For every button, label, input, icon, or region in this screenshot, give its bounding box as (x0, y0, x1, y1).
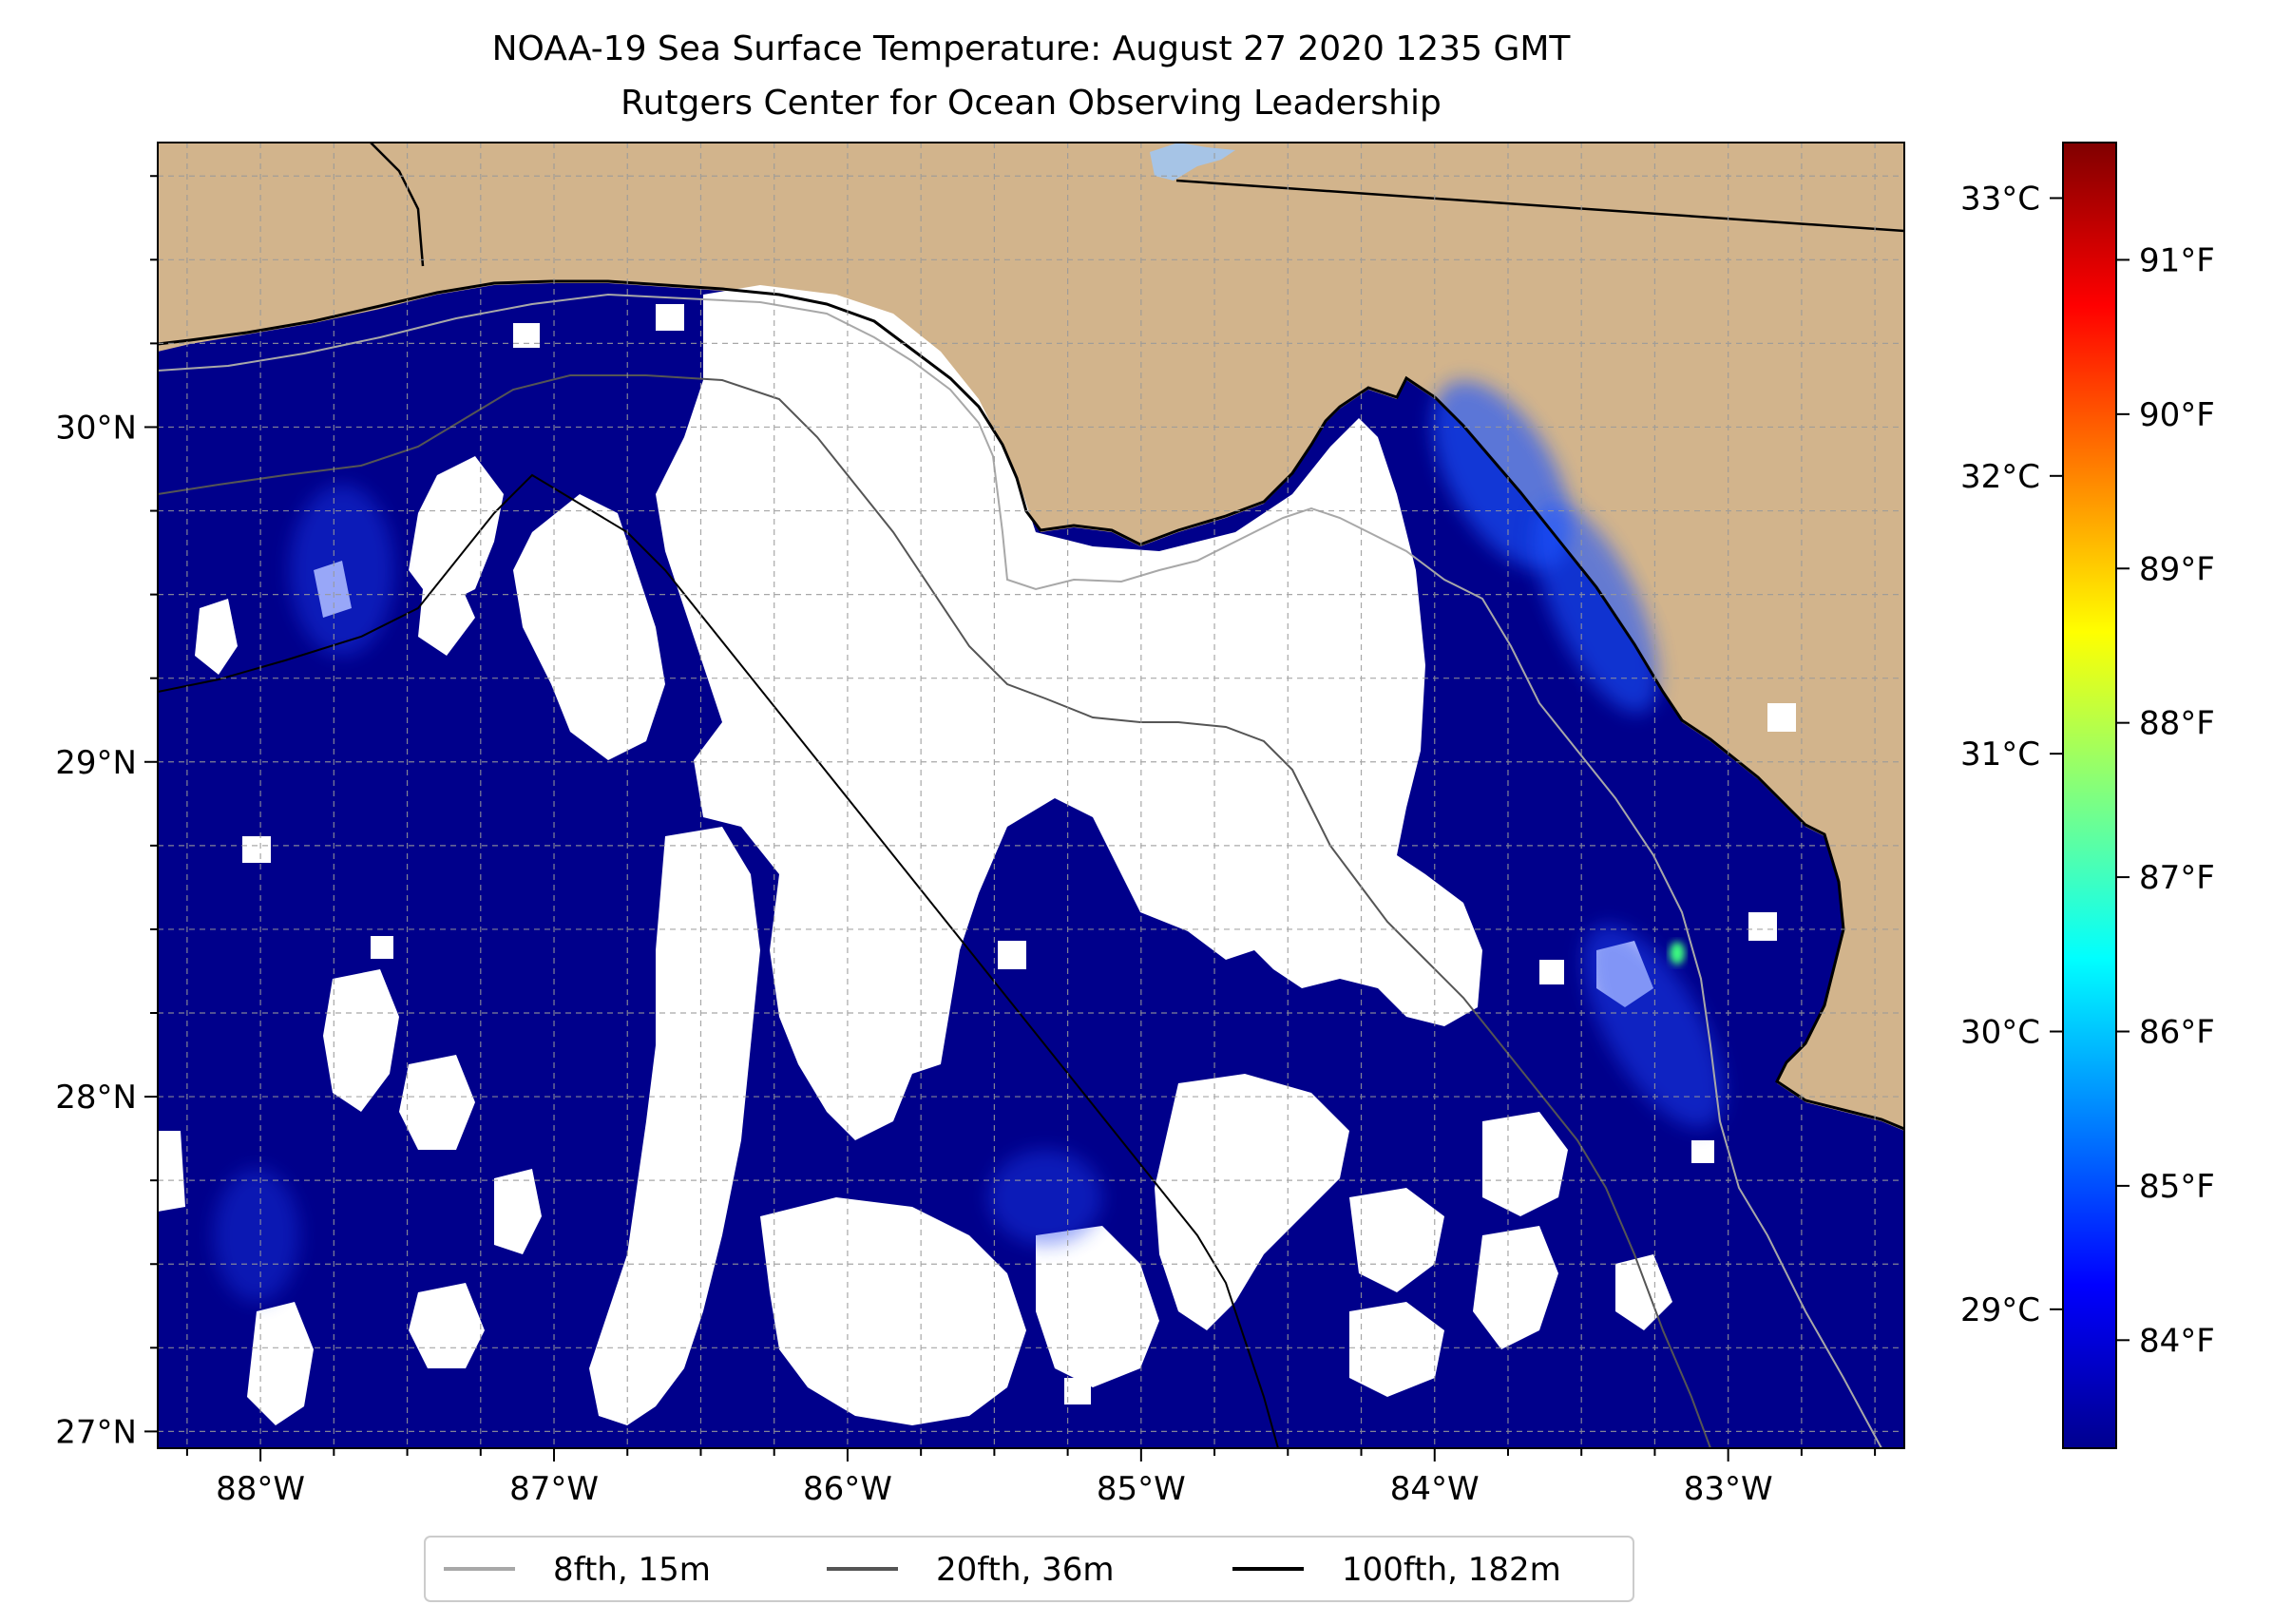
celsius-tick-label: 32°C (1960, 458, 2040, 496)
map-frame (157, 142, 1905, 1449)
fahrenheit-tick-label: 89°F (2139, 550, 2215, 588)
fahrenheit-tick-label: 88°F (2139, 705, 2215, 743)
lon-tick-label: 86°W (803, 1470, 892, 1508)
colorbar: 29°C 30°C 31°C 32°C 33°C 84°F 85°F 86°F 87°F 88°… (1960, 142, 2215, 1449)
lon-tick-label: 83°W (1684, 1470, 1773, 1508)
colorbar-fahrenheit-axis: 84°F 85°F 86°F 87°F 88°F 89°F 90°F 91°F (2116, 241, 2215, 1360)
political-borders (370, 143, 1904, 267)
legend-label-8fth: 8fth, 15m (553, 1551, 711, 1589)
isobath-20fth (158, 374, 1711, 1448)
legend-label-20fth: 20fth, 36m (936, 1551, 1115, 1589)
warm-water-highlights (214, 380, 1724, 1302)
legend-label-100fth: 100fth, 182m (1342, 1551, 1561, 1589)
lon-tick-label: 85°W (1097, 1470, 1186, 1508)
longitude-axis: 88°W 87°W 86°W 85°W 84°W 83°W (185, 1448, 1877, 1508)
latitude-axis: 27°N 28°N 29°N 30°N (55, 175, 158, 1451)
colorbar-celsius-axis: 29°C 30°C 31°C 32°C 33°C (1960, 180, 2063, 1329)
celsius-tick-label: 31°C (1960, 736, 2040, 774)
celsius-tick-label: 30°C (1960, 1013, 2040, 1051)
lon-tick-label: 87°W (509, 1470, 599, 1508)
isobath-8fth (158, 293, 1882, 1448)
gridlines (158, 143, 1904, 1448)
chart-title-line1: NOAA-19 Sea Surface Temperature: August … (492, 29, 1572, 68)
legend: 8fth, 15m 20fth, 36m 100fth, 182m (424, 1536, 1634, 1602)
fahrenheit-tick-label: 84°F (2139, 1322, 2215, 1360)
colorbar-gradient (2062, 142, 2117, 1449)
celsius-tick-label: 29°C (1960, 1291, 2040, 1329)
fahrenheit-tick-label: 91°F (2139, 241, 2215, 279)
fahrenheit-tick-label: 90°F (2139, 396, 2215, 434)
fahrenheit-tick-label: 85°F (2139, 1168, 2215, 1206)
lon-tick-label: 88°W (216, 1470, 305, 1508)
lat-tick-label: 30°N (55, 409, 137, 447)
lat-tick-label: 27°N (55, 1413, 137, 1451)
fahrenheit-tick-label: 86°F (2139, 1013, 2215, 1051)
lon-tick-label: 84°W (1390, 1470, 1480, 1508)
map-panel (158, 143, 1904, 1448)
lat-tick-label: 29°N (55, 744, 137, 782)
lat-tick-label: 28°N (55, 1079, 137, 1117)
no-data-mask (158, 285, 1796, 1425)
chart-title-line2: Rutgers Center for Ocean Observing Leade… (621, 84, 1442, 123)
celsius-tick-label: 33°C (1960, 180, 2040, 218)
coastline (158, 279, 1904, 1131)
lake (1150, 143, 1235, 181)
legend-box (424, 1536, 1634, 1602)
isobath-100fth (158, 473, 1279, 1448)
fahrenheit-tick-label: 87°F (2139, 859, 2215, 897)
